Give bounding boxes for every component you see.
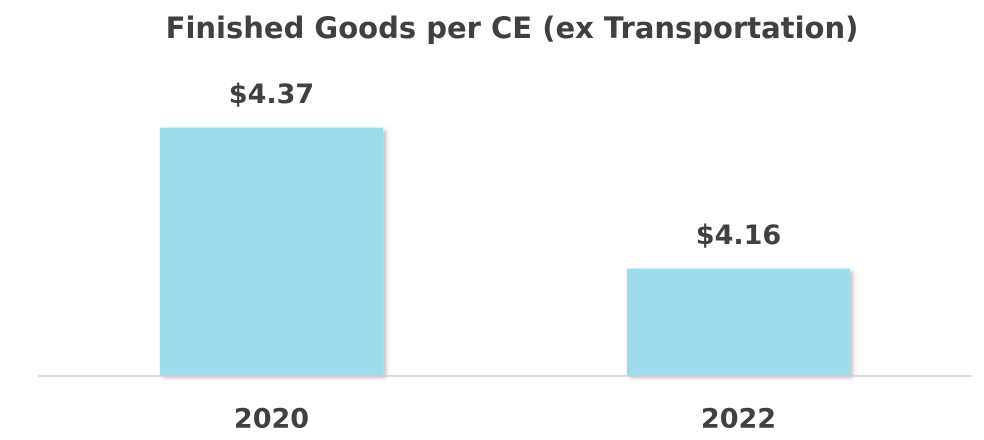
x-tick-label: 2020: [234, 404, 309, 435]
value-label: $4.16: [696, 220, 781, 251]
chart-title: Finished Goods per CE (ex Transportation…: [166, 11, 859, 45]
x-tick-label: 2022: [701, 404, 776, 435]
bar: [626, 268, 851, 376]
bar: [159, 127, 384, 376]
value-label: $4.37: [229, 79, 314, 110]
